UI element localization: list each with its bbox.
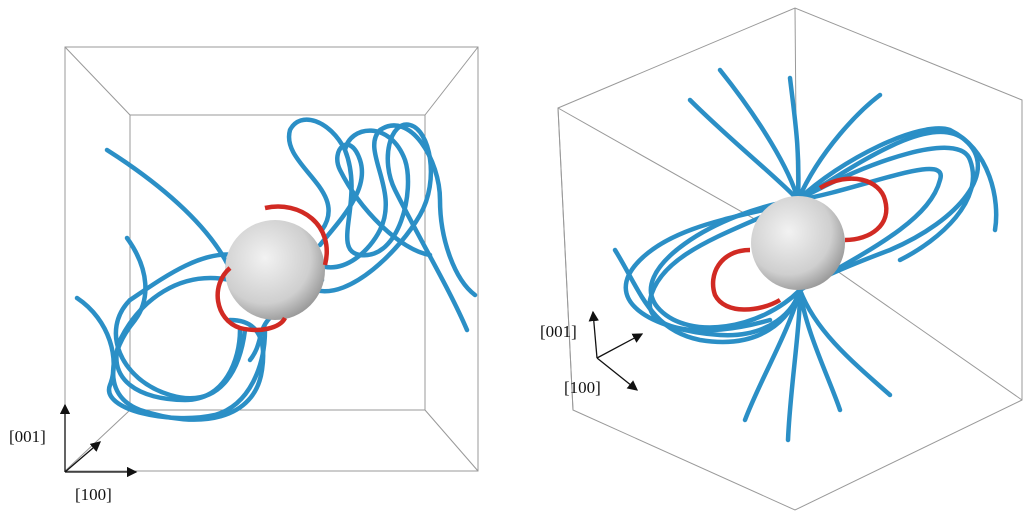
right-panel: [001] [100] — [540, 8, 1022, 510]
axes: [001] [100] — [9, 405, 136, 504]
figure: [001] [100] — [0, 0, 1027, 514]
axis-label: [001] — [9, 427, 46, 446]
sphere — [225, 220, 325, 320]
left-panel: [001] [100] — [9, 47, 478, 504]
axis-label: [100] — [75, 485, 112, 504]
sphere — [751, 196, 845, 290]
axis-label: [001] — [540, 322, 577, 341]
axes: [001] [100] — [540, 312, 642, 397]
axis-label: [100] — [564, 378, 601, 397]
